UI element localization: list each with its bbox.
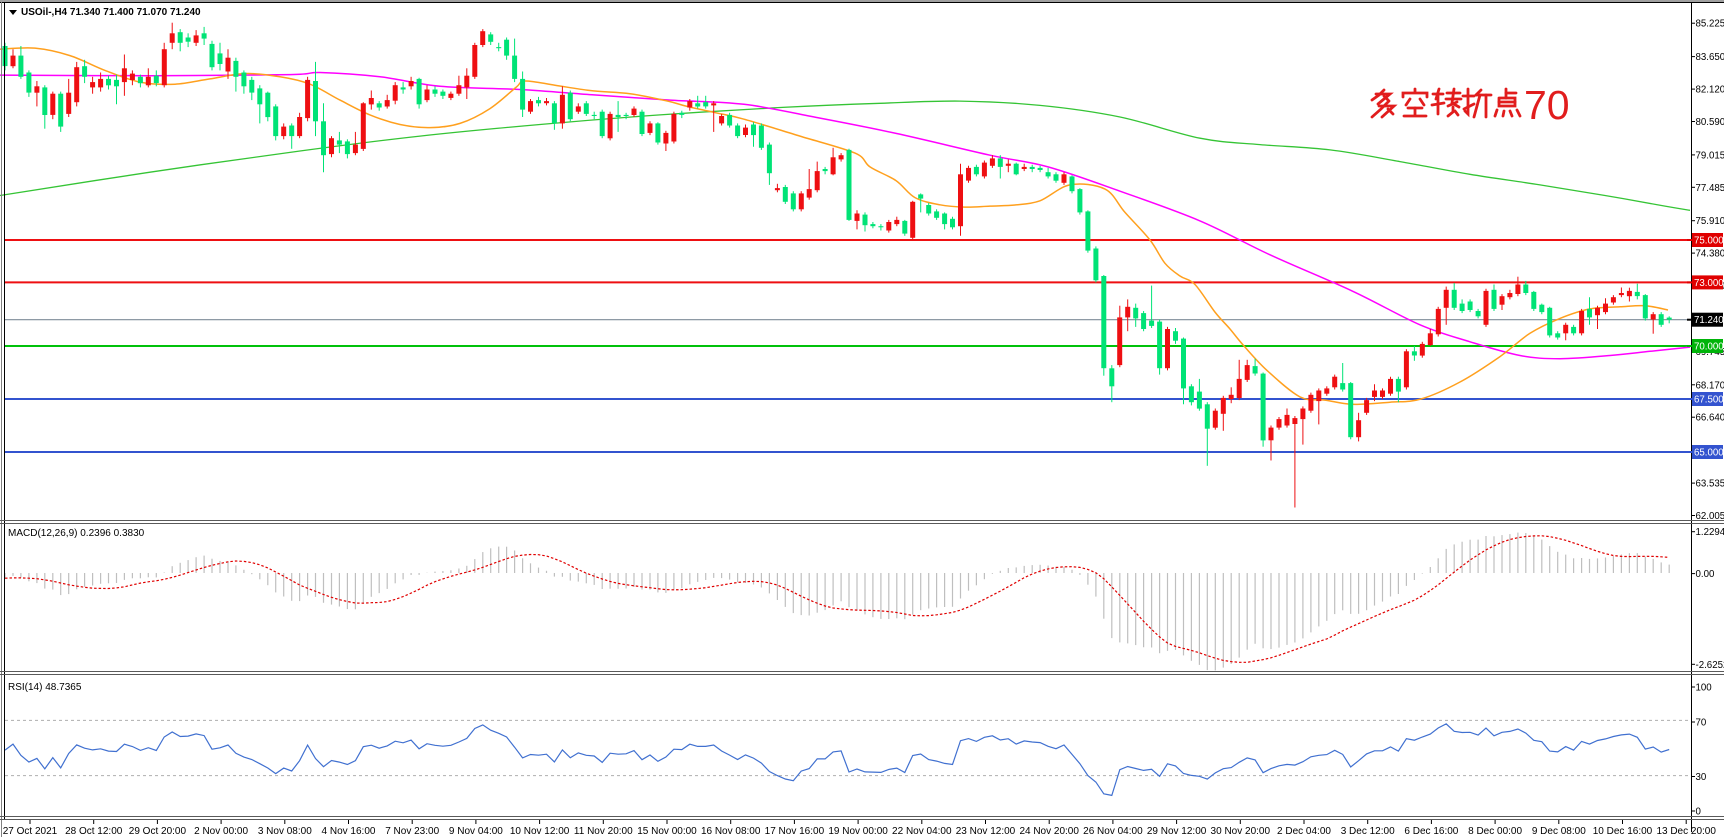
svg-text:70: 70 xyxy=(1524,82,1570,128)
svg-text:17 Nov 16:00: 17 Nov 16:00 xyxy=(765,826,825,837)
svg-text:9 Nov 04:00: 9 Nov 04:00 xyxy=(449,826,503,837)
svg-text:27 Oct 2021: 27 Oct 2021 xyxy=(3,826,58,837)
svg-text:23 Nov 12:00: 23 Nov 12:00 xyxy=(956,826,1016,837)
svg-text:29 Nov 12:00: 29 Nov 12:00 xyxy=(1147,826,1207,837)
svg-text:26 Nov 04:00: 26 Nov 04:00 xyxy=(1083,826,1143,837)
svg-text:1.2294: 1.2294 xyxy=(1696,527,1724,538)
svg-text:66.640: 66.640 xyxy=(1696,413,1724,424)
svg-text:70.000: 70.000 xyxy=(1694,342,1724,353)
svg-text:16 Nov 08:00: 16 Nov 08:00 xyxy=(701,826,761,837)
svg-text:-2.6252: -2.6252 xyxy=(1696,660,1724,671)
svg-text:9 Dec 08:00: 9 Dec 08:00 xyxy=(1532,826,1586,837)
svg-text:73.000: 73.000 xyxy=(1694,278,1724,289)
svg-text:8 Dec 00:00: 8 Dec 00:00 xyxy=(1468,826,1522,837)
svg-text:80.590: 80.590 xyxy=(1696,117,1724,128)
svg-text:19 Nov 00:00: 19 Nov 00:00 xyxy=(828,826,888,837)
svg-text:6 Dec 16:00: 6 Dec 16:00 xyxy=(1404,826,1458,837)
svg-text:29 Oct 20:00: 29 Oct 20:00 xyxy=(129,826,187,837)
svg-text:74.380: 74.380 xyxy=(1696,249,1724,260)
svg-text:62.005: 62.005 xyxy=(1696,511,1724,522)
svg-text:3 Dec 12:00: 3 Dec 12:00 xyxy=(1341,826,1395,837)
svg-text:15 Nov 00:00: 15 Nov 00:00 xyxy=(637,826,697,837)
svg-text:100: 100 xyxy=(1696,683,1713,694)
svg-text:67.500: 67.500 xyxy=(1694,395,1724,406)
svg-text:10 Nov 12:00: 10 Nov 12:00 xyxy=(510,826,570,837)
svg-text:4 Nov 16:00: 4 Nov 16:00 xyxy=(322,826,376,837)
svg-text:68.170: 68.170 xyxy=(1696,380,1724,391)
svg-text:77.485: 77.485 xyxy=(1696,183,1724,194)
svg-text:0.00: 0.00 xyxy=(1696,569,1715,580)
svg-text:71.240: 71.240 xyxy=(1694,315,1724,326)
svg-text:24 Nov 20:00: 24 Nov 20:00 xyxy=(1019,826,1079,837)
svg-text:MACD(12,26,9) 0.2396 0.3830: MACD(12,26,9) 0.2396 0.3830 xyxy=(8,528,145,539)
svg-text:30: 30 xyxy=(1696,772,1707,783)
svg-text:2 Nov 00:00: 2 Nov 00:00 xyxy=(194,826,248,837)
svg-text:RSI(14) 48.7365: RSI(14) 48.7365 xyxy=(8,682,82,693)
svg-text:79.015: 79.015 xyxy=(1696,150,1724,161)
svg-text:83.650: 83.650 xyxy=(1696,52,1724,63)
svg-text:28 Oct 12:00: 28 Oct 12:00 xyxy=(65,826,123,837)
svg-text:85.225: 85.225 xyxy=(1696,19,1724,30)
svg-text:82.120: 82.120 xyxy=(1696,85,1724,96)
svg-text:3 Nov 08:00: 3 Nov 08:00 xyxy=(258,826,312,837)
svg-text:63.535: 63.535 xyxy=(1696,479,1724,490)
svg-text:13 Dec 20:00: 13 Dec 20:00 xyxy=(1656,826,1716,837)
svg-text:75.910: 75.910 xyxy=(1696,216,1724,227)
svg-text:10 Dec 16:00: 10 Dec 16:00 xyxy=(1593,826,1653,837)
svg-text:65.000: 65.000 xyxy=(1694,448,1724,459)
svg-text:2 Dec 04:00: 2 Dec 04:00 xyxy=(1277,826,1331,837)
svg-text:22 Nov 04:00: 22 Nov 04:00 xyxy=(892,826,952,837)
svg-text:11 Nov 20:00: 11 Nov 20:00 xyxy=(574,826,633,837)
svg-text:70: 70 xyxy=(1696,718,1707,729)
svg-text:USOil-,H4 71.340 71.400 71.07: USOil-,H4 71.340 71.400 71.070 71.240 xyxy=(21,7,201,18)
svg-text:30 Nov 20:00: 30 Nov 20:00 xyxy=(1211,826,1271,837)
svg-text:7 Nov 23:00: 7 Nov 23:00 xyxy=(385,826,439,837)
svg-text:0: 0 xyxy=(1696,807,1702,818)
svg-text:75.000: 75.000 xyxy=(1694,236,1724,247)
